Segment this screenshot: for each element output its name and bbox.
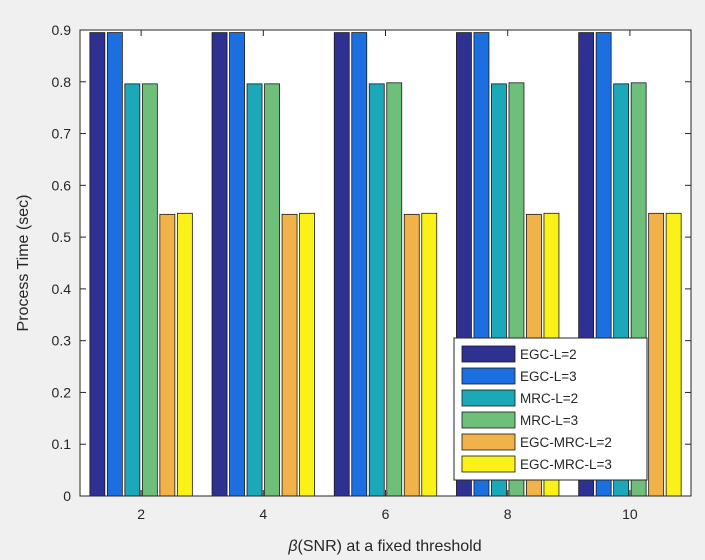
- bar: [403, 213, 420, 497]
- legend-swatch: [461, 345, 516, 363]
- legend-label: EGC-L=3: [520, 369, 577, 384]
- bar: [386, 82, 403, 497]
- legend-label: EGC-MRC-L=2: [520, 435, 612, 450]
- legend-swatch: [461, 455, 516, 473]
- y-axis: 0 0.1 0.2 0.3 0.4 0.5 0.6 0.7 0.8 0.9: [52, 22, 691, 504]
- x-tick-label: 6: [382, 506, 390, 522]
- y-tick-label: 0.5: [52, 229, 72, 245]
- legend-swatch: [461, 433, 516, 451]
- legend-label: MRC-L=2: [520, 391, 578, 406]
- bar: [333, 32, 350, 497]
- legend-label: EGC-MRC-L=3: [520, 457, 612, 472]
- y-tick-label: 0.8: [52, 74, 72, 90]
- bar: [176, 212, 193, 497]
- x-tick-label: 10: [622, 506, 638, 522]
- bar: [124, 83, 141, 497]
- bar: [141, 83, 158, 497]
- legend-swatch: [461, 389, 516, 407]
- y-tick-label: 0.9: [52, 22, 72, 38]
- bar: [281, 213, 298, 497]
- x-axis-label: β(SNR) at a fixed threshold: [287, 538, 481, 555]
- legend-label: MRC-L=3: [520, 413, 578, 428]
- legend-swatch: [461, 367, 516, 385]
- bar: [159, 213, 176, 497]
- x-axis-label-symbol: β: [287, 538, 297, 555]
- y-tick-label: 0.7: [52, 126, 72, 142]
- bar: [246, 83, 263, 497]
- bar: [264, 83, 280, 497]
- y-tick-label: 0.6: [52, 177, 72, 193]
- legend-swatch: [461, 411, 516, 429]
- bar: [89, 32, 106, 497]
- bar: [299, 212, 315, 497]
- y-tick-label: 0.1: [52, 436, 72, 452]
- bar: [229, 32, 245, 497]
- x-tick-label: 2: [137, 506, 145, 522]
- bar: [106, 32, 123, 497]
- x-axis-label-text: (SNR) at a fixed threshold: [298, 538, 482, 555]
- bar: [211, 32, 228, 497]
- legend: EGC-L=2 EGC-L=3 MRC-L=2 MRC-L=3 EGC-MRC-L=2 E…: [453, 337, 648, 481]
- y-tick-label: 0.2: [52, 384, 72, 400]
- y-tick-label: 0.4: [52, 281, 72, 297]
- y-tick-label: 0: [63, 488, 71, 504]
- y-tick-label: 0.3: [52, 333, 72, 349]
- y-axis-label: Process Time (sec): [15, 195, 32, 332]
- bar: [351, 32, 368, 497]
- x-tick-label: 4: [259, 506, 267, 522]
- legend-label: EGC-L=2: [520, 347, 577, 362]
- bar: [421, 212, 438, 497]
- x-axis: 2 4 6 8 10: [137, 30, 638, 522]
- bar: [665, 212, 682, 497]
- bar: [368, 83, 385, 497]
- bar: [648, 212, 665, 497]
- x-tick-label: 8: [504, 506, 512, 522]
